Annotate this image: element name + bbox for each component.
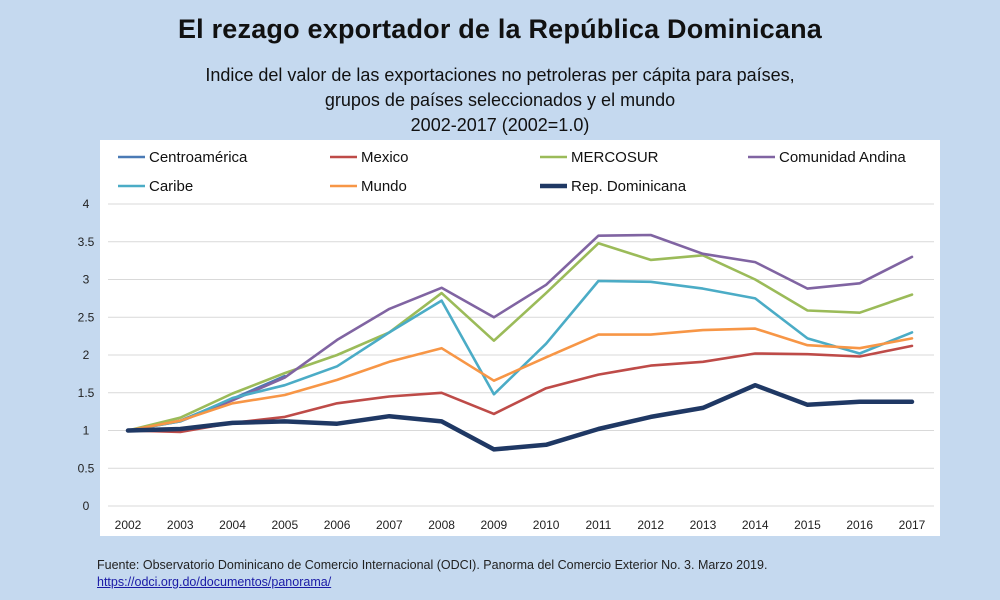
chart-subtitle-line-2: grupos de países seleccionados y el mund… [324,90,676,110]
source-link[interactable]: https://odci.org.do/documentos/panorama/ [97,575,332,589]
x-tick-label: 2010 [533,518,560,532]
series-line-comunidad-andina [126,233,914,432]
series-line-rep-dominicana [125,382,915,452]
legend-label: MERCOSUR [571,149,659,166]
x-tick-label: 2014 [742,518,769,532]
x-tick-label: 2009 [481,518,508,532]
y-tick-label: 4 [83,197,90,211]
x-tick-label: 2015 [794,518,821,532]
legend-label: Centroamérica [149,149,248,166]
x-tick-label: 2016 [846,518,873,532]
series-line-mundo [126,327,914,432]
plot-panel [100,140,940,536]
legend-label: Comunidad Andina [779,149,906,166]
x-tick-label: 2005 [271,518,298,532]
x-tick-label: 2008 [428,518,455,532]
legend-label: Rep. Dominicana [571,178,687,195]
x-tick-label: 2017 [899,518,926,532]
y-tick-label: 1 [83,424,90,438]
x-tick-label: 2007 [376,518,403,532]
y-tick-label: 0.5 [78,461,95,475]
y-tick-label: 2 [83,348,90,362]
y-tick-label: 0 [83,499,90,513]
x-tick-label: 2002 [115,518,142,532]
y-tick-label: 3 [83,273,90,287]
x-tick-label: 2004 [219,518,246,532]
legend-label: Mundo [361,178,407,195]
chart-subtitle-line-1: Indice del valor de las exportaciones no… [205,65,795,85]
x-tick-label: 2012 [637,518,664,532]
x-tick-label: 2013 [690,518,717,532]
x-tick-label: 2006 [324,518,351,532]
legend-label: Caribe [149,178,193,195]
legend-label: Mexico [361,149,409,166]
source-note: Fuente: Observatorio Dominicano de Comer… [97,558,768,572]
x-tick-label: 2011 [585,518,611,532]
y-tick-label: 1.5 [78,386,95,400]
chart-title: El rezago exportador de la República Dom… [177,14,823,44]
y-tick-label: 2.5 [78,310,95,324]
y-tick-label: 3.5 [78,235,95,249]
x-tick-label: 2003 [167,518,194,532]
series-line-mercosur [126,242,914,432]
chart-subtitle-line-3: 2002-2017 (2002=1.0) [410,115,590,135]
